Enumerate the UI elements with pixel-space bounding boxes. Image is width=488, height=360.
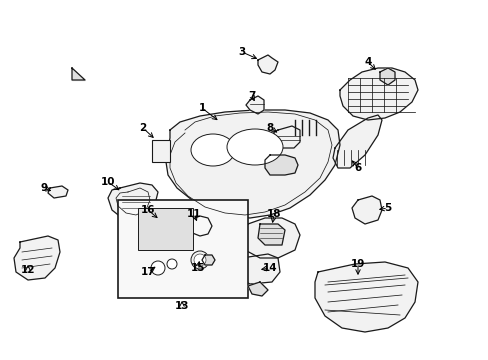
Polygon shape [185,216,212,236]
Polygon shape [202,255,215,265]
Text: 3: 3 [238,47,245,57]
Polygon shape [258,55,278,74]
Polygon shape [247,282,267,296]
Polygon shape [351,196,381,224]
Polygon shape [339,68,417,120]
Polygon shape [240,218,299,258]
Polygon shape [72,68,85,80]
Polygon shape [264,155,297,175]
Text: 18: 18 [266,209,281,219]
Polygon shape [332,115,381,168]
Text: 17: 17 [141,267,155,277]
Text: 19: 19 [350,259,365,269]
Text: 13: 13 [174,301,189,311]
Circle shape [194,254,205,266]
Polygon shape [165,110,339,218]
Ellipse shape [191,134,235,166]
Text: 14: 14 [262,263,277,273]
Ellipse shape [226,129,283,165]
Circle shape [167,259,177,269]
Polygon shape [314,262,417,332]
Text: 15: 15 [190,263,205,273]
Polygon shape [235,254,280,284]
Text: 4: 4 [364,57,371,67]
Text: 10: 10 [101,177,115,187]
Polygon shape [379,68,394,85]
Text: 6: 6 [354,163,361,173]
Polygon shape [108,183,158,220]
Polygon shape [245,96,264,114]
Text: 11: 11 [186,209,201,219]
Polygon shape [273,126,299,148]
Text: 16: 16 [141,205,155,215]
Text: 8: 8 [266,123,273,133]
Polygon shape [14,236,60,280]
Circle shape [191,251,208,269]
Text: 2: 2 [139,123,146,133]
Bar [138,208,193,250]
Polygon shape [48,186,68,198]
Text: 7: 7 [248,91,255,101]
Text: 5: 5 [384,203,391,213]
Bar [152,140,170,162]
Text: 1: 1 [198,103,205,113]
Bar [118,200,247,298]
Text: 9: 9 [41,183,47,193]
Circle shape [151,261,164,275]
Polygon shape [258,224,285,245]
Text: 12: 12 [20,265,35,275]
